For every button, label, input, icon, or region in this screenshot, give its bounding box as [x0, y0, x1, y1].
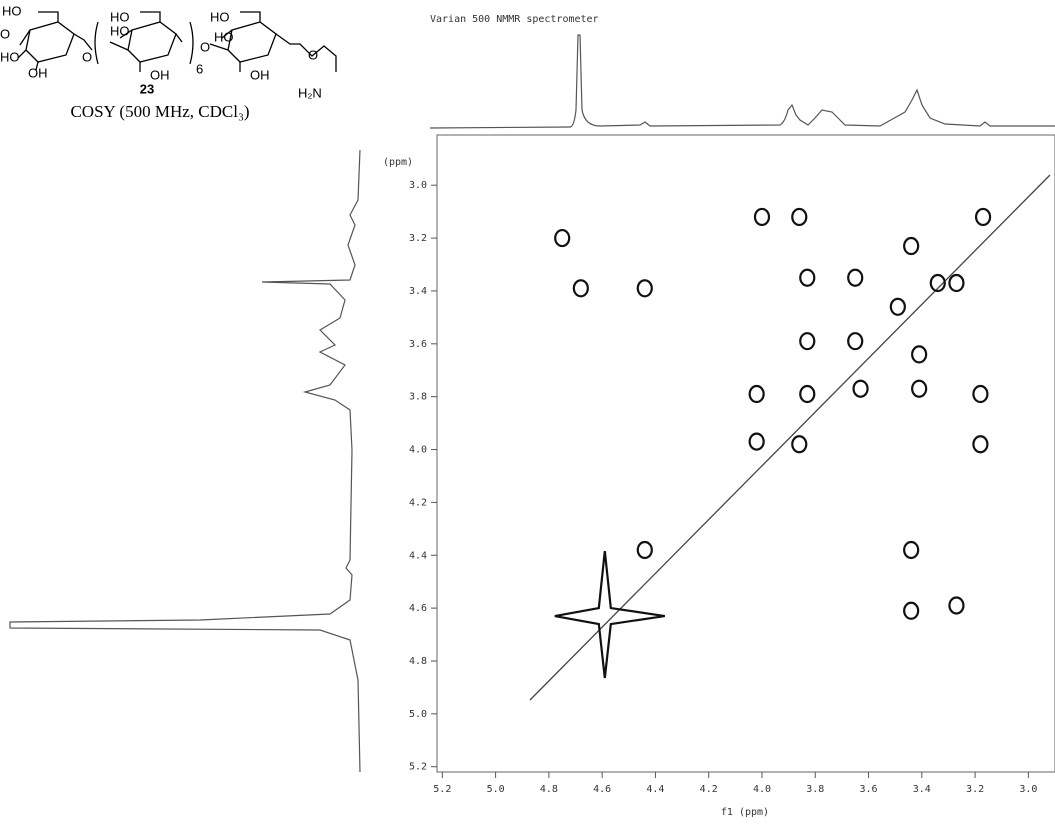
x-tick-label: 5.0 — [487, 784, 505, 795]
structure-label: O — [82, 49, 92, 64]
structure-label: HO — [0, 49, 20, 64]
structure-label: OH — [28, 65, 48, 80]
cross-peak — [948, 273, 965, 293]
structure-label: H₂N — [298, 85, 322, 100]
cross-peak — [554, 228, 571, 248]
cross-peak — [903, 540, 920, 560]
cross-peak — [889, 297, 906, 316]
x-tick-label: 3.4 — [913, 784, 931, 795]
x-tick-label: 4.4 — [646, 784, 664, 795]
structure-label: OH — [250, 67, 270, 82]
structure-drawing — [17, 11, 337, 72]
top-projection — [429, 34, 1055, 129]
y-tick-label: 3.2 — [409, 233, 427, 244]
structure-label: O — [0, 26, 10, 41]
y-tick-label: 3.6 — [409, 339, 427, 350]
cross-peak — [972, 435, 989, 454]
structure-label: HO — [214, 29, 234, 44]
cross-peak — [847, 268, 864, 287]
x-axis-label: f1 (ppm) — [721, 807, 769, 818]
cross-peak — [929, 273, 946, 293]
plot-frame — [436, 134, 1055, 773]
cross-peak — [799, 384, 816, 404]
cross-peak — [799, 268, 816, 287]
x-tick-label: 3.6 — [860, 784, 878, 795]
y-tick-label: 3.4 — [409, 286, 427, 297]
cross-peak — [554, 550, 665, 679]
left-projection — [9, 149, 361, 773]
cross-peak — [636, 279, 653, 298]
structure-label: O — [200, 39, 210, 54]
x-tick-label: 3.2 — [966, 784, 984, 795]
cross-peak — [972, 384, 989, 404]
cross-peak — [748, 432, 765, 451]
diagonal — [529, 174, 1051, 701]
x-tick-label: 4.8 — [540, 784, 558, 795]
cross-peak — [847, 332, 864, 351]
y-tick-label: 4.2 — [409, 497, 427, 508]
cross-peak — [748, 384, 765, 404]
y-tick-label: 3.8 — [409, 392, 427, 403]
x-tick-label: 4.2 — [700, 784, 718, 795]
instrument-header: Varian 500 NMMR spectrometer — [430, 14, 599, 25]
cross-peak — [911, 379, 928, 398]
structure-label: HO — [110, 23, 130, 38]
structure-label: 6 — [196, 61, 203, 76]
y-tick-label: 4.0 — [409, 445, 427, 456]
y-tick-label: 3.0 — [409, 180, 427, 191]
cross-peak — [948, 596, 965, 615]
cross-peak — [753, 207, 771, 227]
structure-label: O — [308, 47, 318, 62]
x-tick-label: 3.8 — [806, 784, 824, 795]
structure-label: HO — [210, 9, 230, 24]
cross-peak — [799, 332, 816, 351]
cross-peak — [974, 207, 992, 227]
y-tick-label: 4.8 — [409, 656, 427, 667]
cross-peak — [636, 540, 653, 560]
y-tick-label: 4.6 — [409, 603, 427, 614]
cross-peak — [903, 236, 920, 256]
structure-label: HO — [2, 3, 22, 18]
y-tick-label: 4.4 — [409, 550, 427, 561]
cross-peak — [791, 207, 808, 227]
y-tick-label: 5.0 — [409, 709, 427, 720]
x-tick-label: 5.2 — [433, 784, 451, 795]
x-tick-label: 4.6 — [593, 784, 611, 795]
caption: COSY (500 MHz, CDCl₃) — [70, 102, 249, 121]
y-tick-label: 5.2 — [409, 762, 427, 773]
x-tick-label: 3.0 — [1019, 784, 1037, 795]
structure-label: HO — [110, 9, 130, 24]
cross-peak — [903, 601, 920, 620]
cross-peak — [911, 345, 928, 364]
cross-peak — [852, 379, 869, 398]
cross-peak — [791, 435, 808, 454]
y-axis-label: (ppm) — [383, 157, 413, 168]
x-tick-label: 4.0 — [753, 784, 771, 795]
cross-peak — [572, 279, 589, 298]
compound-number: 23 — [140, 81, 154, 96]
structure-label: OH — [150, 67, 170, 82]
